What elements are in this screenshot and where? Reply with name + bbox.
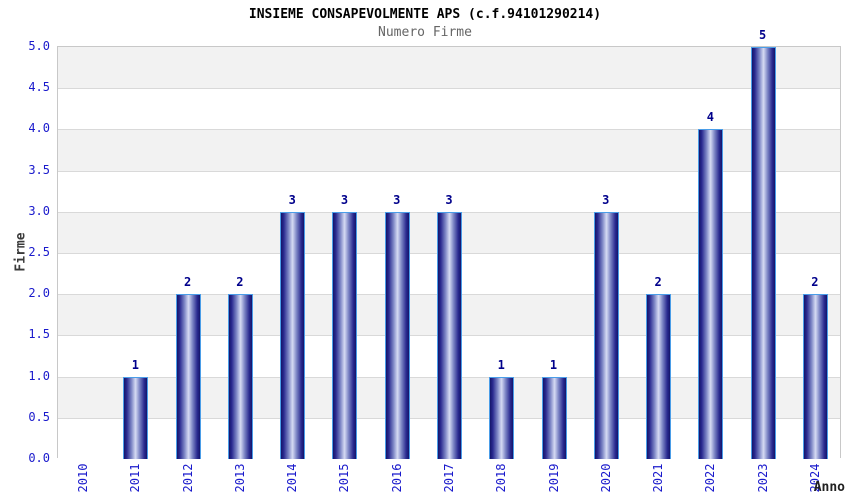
gridline <box>58 170 840 172</box>
bar-value-label: 3 <box>393 192 401 207</box>
bar-2021 <box>646 294 672 459</box>
bar-value-label: 5 <box>758 28 767 42</box>
bar-2015 <box>332 211 358 459</box>
x-tick-label: 2014 <box>285 463 300 493</box>
plot-band <box>58 47 840 89</box>
bar-value-label: 3 <box>288 192 296 207</box>
x-tick-label: 2012 <box>180 463 195 493</box>
gridline <box>58 129 840 131</box>
x-tick-label: 2011 <box>128 463 143 493</box>
x-tick-label: 2018 <box>494 463 509 493</box>
x-tick-label: 2017 <box>442 463 456 493</box>
y-tick-label: 1.5 <box>28 327 50 342</box>
y-tick-label: 3.5 <box>28 162 50 177</box>
bar-value-label: 3 <box>602 192 610 207</box>
x-tick-label: 2010 <box>76 463 91 493</box>
bar-value-label: 2 <box>654 275 662 290</box>
plot-band <box>58 88 840 130</box>
bar-2018 <box>489 376 515 459</box>
bar-value-label: 1 <box>131 357 139 372</box>
chart-subtitle: Numero Firme <box>378 25 472 40</box>
x-tick-label: 2021 <box>651 463 666 493</box>
y-tick-label: 0.0 <box>28 451 50 465</box>
bar-value-label: 1 <box>549 357 558 372</box>
x-tick-label: 2015 <box>337 463 352 493</box>
bar-2019 <box>541 376 567 459</box>
y-tick-label: 4.5 <box>28 80 50 95</box>
bar-2011 <box>123 376 149 459</box>
y-axis-title: Firme <box>13 232 29 272</box>
bar-value-label: 4 <box>706 110 714 125</box>
bar-2017 <box>437 211 462 459</box>
bar-2020 <box>593 211 619 459</box>
bar-2024 <box>802 294 828 459</box>
y-tick-label: 2.5 <box>28 245 50 259</box>
y-tick-label: 1.0 <box>28 368 50 383</box>
x-tick-label: 2022 <box>703 463 718 493</box>
x-tick-label: 2013 <box>232 463 247 493</box>
bar-2022 <box>698 129 724 459</box>
x-tick-label: 2019 <box>546 463 561 493</box>
bar-value-label: 3 <box>445 192 453 207</box>
x-tick-label: 2016 <box>389 463 404 493</box>
bar-value-label: 2 <box>236 275 244 290</box>
x-tick-label: 2023 <box>755 463 770 493</box>
bar-value-label: 1 <box>497 357 505 372</box>
bar-2016 <box>384 211 410 459</box>
bar-2023 <box>750 47 776 459</box>
y-tick-label: 0.5 <box>28 409 50 424</box>
bar-value-label: 2 <box>811 275 819 290</box>
y-tick-label: 5.0 <box>28 39 50 53</box>
bar-value-label: 3 <box>340 192 349 207</box>
bar-2012 <box>175 294 201 459</box>
y-tick-label: 3.0 <box>28 203 50 218</box>
y-tick-label: 4.0 <box>28 121 50 136</box>
bar-2013 <box>227 294 253 459</box>
x-tick-label: 2020 <box>598 463 613 493</box>
plot-area <box>57 46 841 459</box>
y-tick-label: 2.0 <box>28 286 50 301</box>
x-axis-title: Anno <box>813 480 845 495</box>
bar-value-label: 2 <box>184 275 192 290</box>
chart-title: INSIEME CONSAPEVOLMENTE APS (c.f.9410129… <box>248 7 602 22</box>
bar-2014 <box>280 211 306 459</box>
gridline <box>58 88 840 90</box>
